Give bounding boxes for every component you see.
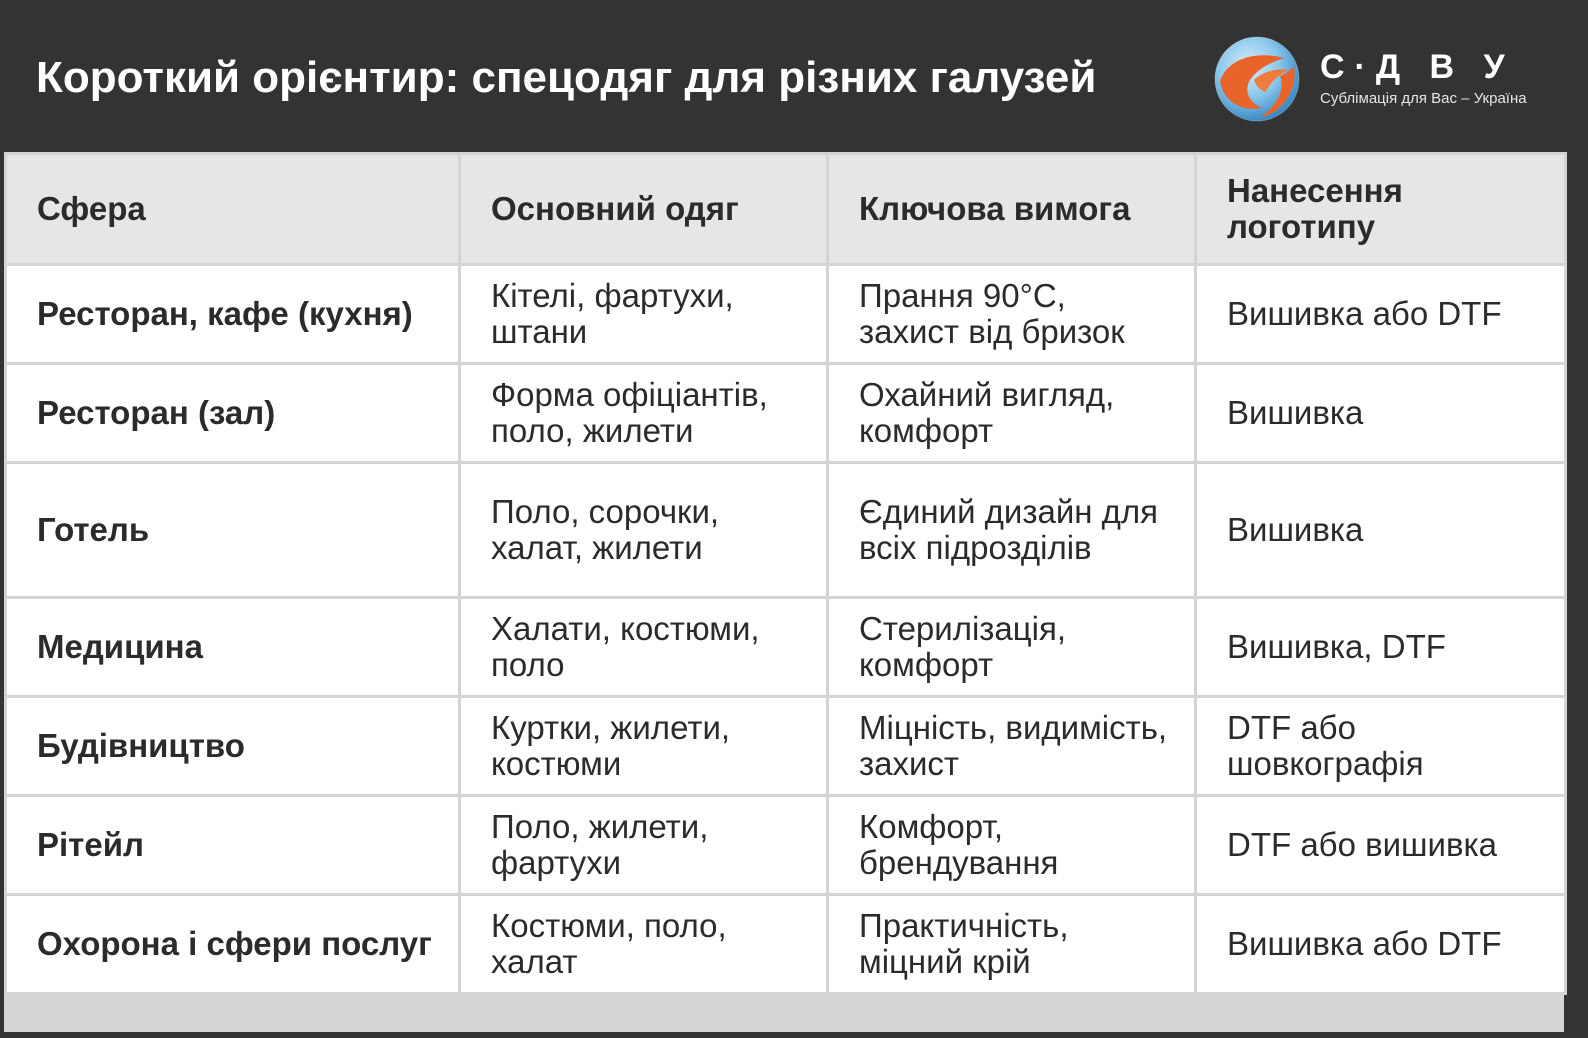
table-row: Медицина Халати, костюми, поло Стериліза… — [4, 596, 1567, 698]
cell-sphere: Рітейл — [4, 794, 461, 896]
industry-workwear-table: Сфера Основний одяг Ключова вимога Нанес… — [4, 152, 1567, 995]
cell-logo-method: DTF або вишивка — [1194, 794, 1567, 896]
globe-logo-icon — [1214, 36, 1300, 122]
page-title: Короткий орієнтир: спецодяг для різних г… — [36, 53, 1097, 102]
cell-sphere: Медицина — [4, 596, 461, 698]
cell-clothing: Кітелі, фартухи, штани — [458, 263, 829, 365]
cell-clothing: Костюми, поло, халат — [458, 893, 829, 995]
cell-requirement: Практичність, міцний крій — [826, 893, 1197, 995]
header-key-requirement: Ключова вимога — [826, 152, 1197, 266]
cell-clothing: Куртки, жилети, костюми — [458, 695, 829, 797]
table-header-row: Сфера Основний одяг Ключова вимога Нанес… — [4, 152, 1567, 266]
cell-logo-method: Вишивка або DTF — [1194, 263, 1567, 365]
cell-logo-method: Вишивка — [1194, 362, 1567, 464]
cell-requirement: Охайний вигляд, комфорт — [826, 362, 1197, 464]
cell-logo-method: Вишивка — [1194, 461, 1567, 599]
header-main-clothing: Основний одяг — [458, 152, 829, 266]
cell-clothing: Поло, сорочки, халат, жилети — [458, 461, 829, 599]
cell-sphere: Ресторан, кафе (кухня) — [4, 263, 461, 365]
table-row: Рітейл Поло, жилети, фартухи Комфорт, бр… — [4, 794, 1567, 896]
cell-sphere: Охорона і сфери послуг — [4, 893, 461, 995]
table-row: Ресторан (зал) Форма офіціантів, поло, ж… — [4, 362, 1567, 464]
cell-logo-method: Вишивка або DTF — [1194, 893, 1567, 995]
cell-clothing: Форма офіціантів, поло, жилети — [458, 362, 829, 464]
cell-requirement: Комфорт, брендування — [826, 794, 1197, 896]
brand-tagline: Сублімація для Вас – Україна — [1320, 90, 1527, 107]
table-row: Будівництво Куртки, жилети, костюми Міцн… — [4, 695, 1567, 797]
table-row: Готель Поло, сорочки, халат, жилети Єдин… — [4, 461, 1567, 599]
cell-requirement: Єдиний дизайн для всіх підрозділів — [826, 461, 1197, 599]
cell-sphere: Ресторан (зал) — [4, 362, 461, 464]
cell-clothing: Поло, жилети, фартухи — [458, 794, 829, 896]
header-bar: Короткий орієнтир: спецодяг для різних г… — [0, 0, 1588, 152]
cell-sphere: Готель — [4, 461, 461, 599]
brand-name: С·Д В У — [1320, 48, 1515, 86]
cell-clothing: Халати, костюми, поло — [458, 596, 829, 698]
header-logo-application: Нанесення логотипу — [1194, 152, 1567, 266]
table-row: Ресторан, кафе (кухня) Кітелі, фартухи, … — [4, 263, 1567, 365]
header-sphere: Сфера — [4, 152, 461, 266]
cell-requirement: Міцність, видимість, захист — [826, 695, 1197, 797]
cell-sphere: Будівництво — [4, 695, 461, 797]
table-row: Охорона і сфери послуг Костюми, поло, ха… — [4, 893, 1567, 995]
cell-logo-method: Вишивка, DTF — [1194, 596, 1567, 698]
brand-logo: С·Д В У Сублімація для Вас – Україна — [1214, 36, 1574, 122]
cell-logo-method: DTF або шовкографія — [1194, 695, 1567, 797]
cell-requirement: Прання 90°C, захист від бризок — [826, 263, 1197, 365]
industry-table-container: Сфера Основний одяг Ключова вимога Нанес… — [4, 152, 1567, 1032]
cell-requirement: Стерилізація, комфорт — [826, 596, 1197, 698]
